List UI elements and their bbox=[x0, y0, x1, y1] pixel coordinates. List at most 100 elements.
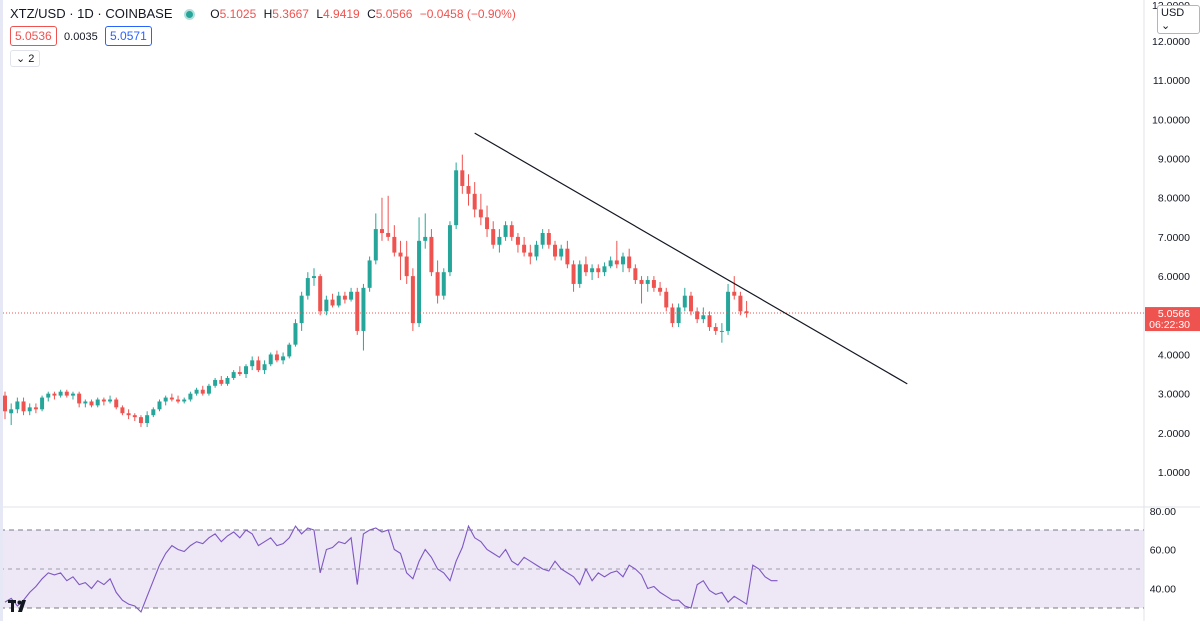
tradingview-logo-icon[interactable] bbox=[8, 598, 34, 616]
price-axis[interactable]: 1.00002.00003.00004.00005.00006.00007.00… bbox=[1152, 0, 1190, 479]
buy-button[interactable]: 5.0571 bbox=[105, 26, 152, 46]
candle-body bbox=[108, 399, 113, 402]
candle-body bbox=[645, 280, 650, 284]
candle-body bbox=[744, 311, 749, 314]
candle-body bbox=[318, 276, 323, 312]
candle-body bbox=[435, 272, 440, 296]
candle-body bbox=[472, 193, 477, 210]
rsi-tick-label: 40.00 bbox=[1150, 584, 1176, 596]
candle-body bbox=[682, 295, 687, 308]
last-price-label: 5.0566 06:22:30 bbox=[1145, 307, 1200, 332]
candle-body bbox=[633, 268, 638, 281]
candle-body bbox=[404, 256, 409, 277]
candle-body bbox=[219, 379, 224, 384]
candle-body bbox=[213, 379, 218, 386]
candle-body bbox=[670, 307, 675, 324]
candle-body bbox=[287, 344, 292, 357]
candle-body bbox=[577, 264, 582, 284]
candle-body bbox=[485, 217, 490, 230]
price-tick-label: 8.0000 bbox=[1158, 193, 1190, 205]
candle-body bbox=[367, 260, 372, 288]
candle-body bbox=[231, 372, 236, 378]
candle-body bbox=[145, 415, 150, 424]
rsi-axis[interactable]: 40.00 60.00 80.00 bbox=[1150, 506, 1176, 596]
candle-body bbox=[9, 409, 14, 414]
chart-legend: XTZ/USD · 1D · COINBASE O5.1025 H5.3667 … bbox=[10, 6, 516, 22]
candle-body bbox=[553, 244, 558, 257]
price-tick-label: 12.0000 bbox=[1152, 36, 1190, 48]
candle-body bbox=[596, 268, 601, 273]
candle-body bbox=[324, 299, 329, 312]
candle-body bbox=[293, 323, 298, 345]
candle-body bbox=[540, 233, 545, 245]
candle-body bbox=[386, 233, 391, 237]
change-value: −0.0458 (−0.90%) bbox=[419, 7, 516, 21]
candle-body bbox=[546, 233, 551, 245]
candle-body bbox=[478, 209, 483, 218]
candle-body bbox=[281, 356, 286, 361]
candle-body bbox=[447, 225, 452, 273]
candle-body bbox=[491, 229, 496, 245]
candle-body bbox=[707, 315, 712, 328]
candle-body bbox=[15, 401, 20, 410]
candle-body bbox=[336, 295, 341, 306]
candle-body bbox=[373, 229, 378, 261]
candle-body bbox=[590, 268, 595, 273]
last-price-box bbox=[1145, 307, 1200, 332]
candle-body bbox=[299, 295, 304, 324]
candle-body bbox=[528, 252, 533, 257]
indicators-toggle[interactable]: ⌄ 2 bbox=[10, 50, 41, 67]
candle-body bbox=[83, 401, 88, 404]
candle-body bbox=[639, 280, 644, 284]
candle-body bbox=[571, 264, 576, 284]
candle-body bbox=[206, 385, 211, 394]
candle-body bbox=[176, 399, 181, 402]
symbol-title[interactable]: XTZ/USD · 1D · COINBASE bbox=[10, 6, 173, 21]
candle-body bbox=[126, 413, 131, 416]
candle-body bbox=[349, 291, 354, 300]
candles-group bbox=[3, 154, 749, 427]
market-status-icon[interactable] bbox=[183, 8, 195, 20]
candle-body bbox=[132, 415, 137, 418]
candle-body bbox=[361, 287, 366, 331]
candle-body bbox=[738, 295, 743, 312]
candle-body bbox=[608, 260, 613, 267]
sell-button[interactable]: 5.0536 bbox=[10, 26, 57, 46]
low-value: 4.9419 bbox=[323, 7, 360, 21]
currency-selector[interactable]: USD ⌄ bbox=[1157, 5, 1200, 34]
candle-body bbox=[225, 377, 230, 384]
price-tick-label: 6.0000 bbox=[1158, 271, 1190, 283]
candle-body bbox=[46, 393, 51, 398]
candle-body bbox=[398, 252, 403, 257]
indicators-count: 2 bbox=[28, 53, 35, 65]
candle-body bbox=[138, 417, 143, 424]
candle-body bbox=[460, 170, 465, 186]
candle-body bbox=[89, 401, 94, 406]
candle-body bbox=[256, 360, 261, 371]
high-label: H bbox=[263, 7, 273, 21]
candle-body bbox=[688, 295, 693, 312]
candle-body bbox=[454, 170, 459, 226]
candle-body bbox=[237, 372, 242, 375]
candle-body bbox=[676, 307, 681, 324]
rsi-tick-label: 60.00 bbox=[1150, 545, 1176, 557]
candle-body bbox=[379, 229, 384, 234]
last-price-value: 5.0566 bbox=[1158, 308, 1190, 320]
candle-body bbox=[200, 389, 205, 394]
candle-body bbox=[70, 393, 75, 396]
candle-body bbox=[602, 266, 607, 273]
candle-body bbox=[503, 225, 508, 237]
candle-body bbox=[114, 399, 119, 408]
candle-body bbox=[33, 407, 38, 410]
candle-body bbox=[312, 276, 316, 279]
spread-value: 0.0035 bbox=[64, 31, 98, 43]
candle-body bbox=[151, 409, 156, 416]
trendline[interactable] bbox=[474, 132, 908, 385]
candle-body bbox=[664, 291, 669, 308]
candle-body bbox=[410, 276, 415, 324]
candle-body bbox=[250, 360, 255, 367]
price-tick-label: 4.0000 bbox=[1158, 349, 1190, 361]
candle-body bbox=[497, 236, 502, 245]
